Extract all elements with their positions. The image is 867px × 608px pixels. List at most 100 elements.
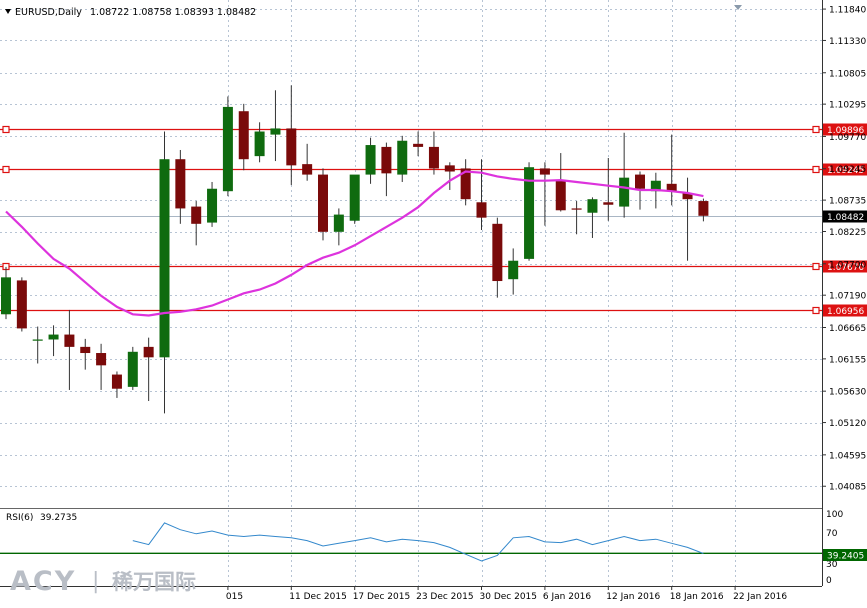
candle-body bbox=[127, 351, 138, 387]
horizontal-level-lines[interactable]: 1.09896 1.09245 1.07670 1.06956 bbox=[0, 123, 867, 318]
rsi-label-name: RSI(6) bbox=[6, 513, 33, 523]
dropdown-triangle-icon[interactable] bbox=[5, 9, 11, 14]
level-anchor-right[interactable] bbox=[812, 306, 820, 315]
bull-candle bbox=[127, 346, 138, 390]
bear-candle bbox=[571, 201, 582, 235]
rsi-line bbox=[132, 522, 704, 562]
candle-body bbox=[682, 193, 693, 200]
candle-body bbox=[32, 339, 43, 341]
bear-candle bbox=[460, 159, 471, 206]
current-price-badge bbox=[823, 210, 867, 223]
bear-candle bbox=[302, 143, 313, 181]
price-tick-label: 1.08735 bbox=[829, 197, 866, 207]
logo-brand: ACY bbox=[10, 566, 76, 597]
price-tick-label: 1.08225 bbox=[829, 228, 866, 238]
candle-body bbox=[524, 167, 535, 259]
time-axis: 015 11 Dec 2015 17 Dec 2015 23 Dec 2015 30 D… bbox=[226, 586, 787, 602]
candle-body bbox=[16, 280, 27, 329]
bear-candle bbox=[286, 85, 297, 186]
level-price-label: 1.07670 bbox=[827, 263, 864, 273]
time-tick-label: 18 Jan 2016 bbox=[670, 592, 724, 602]
bull-candle bbox=[333, 208, 344, 246]
price-tick-label: 1.09770 bbox=[829, 133, 866, 143]
candle-body bbox=[365, 145, 376, 175]
rsi-level-30: 30 bbox=[826, 560, 838, 570]
bull-candle bbox=[254, 122, 265, 163]
price-tick-label: 1.04595 bbox=[829, 451, 866, 461]
rsi-badge-label: 39.2405 bbox=[827, 552, 864, 562]
level-anchor-right[interactable] bbox=[812, 125, 820, 134]
candle-body bbox=[80, 346, 91, 354]
bear-candle bbox=[428, 131, 439, 175]
bull-candle bbox=[222, 96, 233, 197]
price-tick-label: 1.11840 bbox=[829, 6, 866, 16]
price-tick-label: 1.07190 bbox=[829, 292, 866, 302]
price-tick-label: 1.04085 bbox=[829, 483, 866, 493]
candle-body bbox=[508, 260, 519, 280]
level-price-badge bbox=[823, 260, 867, 273]
current-price-label: 1.08482 bbox=[827, 213, 864, 223]
bear-candle bbox=[191, 201, 202, 246]
time-tick-label: 12 Jan 2016 bbox=[606, 592, 660, 602]
time-tick-label: 22 Jan 2016 bbox=[733, 592, 787, 602]
bear-candle bbox=[413, 131, 424, 157]
price-tick-label: 1.09245 bbox=[829, 165, 866, 175]
rsi-value-badge bbox=[823, 549, 867, 561]
candle-body bbox=[381, 146, 392, 174]
rsi-level-100: 100 bbox=[826, 510, 843, 520]
candle-body bbox=[635, 174, 645, 189]
bear-candle bbox=[175, 149, 186, 224]
candle-body bbox=[619, 177, 630, 207]
price-tick-label: 1.06665 bbox=[829, 324, 866, 334]
candle-body bbox=[349, 174, 360, 221]
candle-body bbox=[571, 208, 582, 210]
bull-candle bbox=[349, 174, 360, 224]
bear-candle bbox=[96, 343, 107, 390]
time-tick-label: 11 Dec 2015 bbox=[289, 592, 347, 602]
bull-candle bbox=[32, 326, 43, 364]
level-anchor-left[interactable] bbox=[2, 125, 10, 134]
time-tick-label: 17 Dec 2015 bbox=[353, 592, 411, 602]
bear-candle bbox=[603, 157, 614, 221]
candle-body bbox=[175, 159, 186, 209]
candle-body bbox=[476, 202, 487, 218]
level-anchor-right[interactable] bbox=[812, 262, 820, 271]
bull-candle bbox=[365, 137, 376, 184]
bear-candle bbox=[16, 277, 27, 332]
level-anchor-left[interactable] bbox=[2, 165, 10, 174]
candle-body bbox=[143, 346, 154, 358]
level-anchor-right[interactable] bbox=[812, 165, 820, 174]
bull-candle bbox=[1, 266, 11, 320]
bear-candle bbox=[111, 371, 122, 398]
candle-body bbox=[207, 188, 218, 223]
bull-candle bbox=[587, 197, 598, 238]
candle-body bbox=[587, 199, 598, 213]
candle-body bbox=[413, 143, 424, 147]
level-price-label: 1.09896 bbox=[827, 126, 864, 136]
price-tick-label: 1.11330 bbox=[829, 37, 866, 47]
bull-candle bbox=[524, 162, 535, 261]
candle-body bbox=[238, 111, 249, 160]
candle-body bbox=[159, 159, 170, 358]
price-tick-label: 1.05120 bbox=[829, 419, 866, 429]
candle-body bbox=[333, 214, 344, 232]
candle-body bbox=[48, 334, 59, 340]
bear-candle bbox=[143, 337, 154, 402]
time-tick-label: 30 Dec 2015 bbox=[480, 592, 538, 602]
level-price-badge bbox=[823, 123, 867, 136]
current-price-line: 1.08482 bbox=[0, 210, 867, 223]
candle-body bbox=[1, 277, 11, 315]
bear-candle bbox=[666, 134, 677, 206]
candle-body bbox=[555, 180, 566, 211]
bull-candle bbox=[159, 131, 170, 414]
shift-marker-icon[interactable] bbox=[734, 5, 742, 10]
rsi-level-70: 70 bbox=[826, 529, 838, 539]
symbol-label: EURUSD,Daily bbox=[15, 7, 82, 18]
bull-candle bbox=[397, 135, 408, 182]
bear-candle bbox=[64, 309, 75, 390]
candle-body bbox=[222, 106, 233, 192]
candle-body bbox=[460, 168, 471, 200]
